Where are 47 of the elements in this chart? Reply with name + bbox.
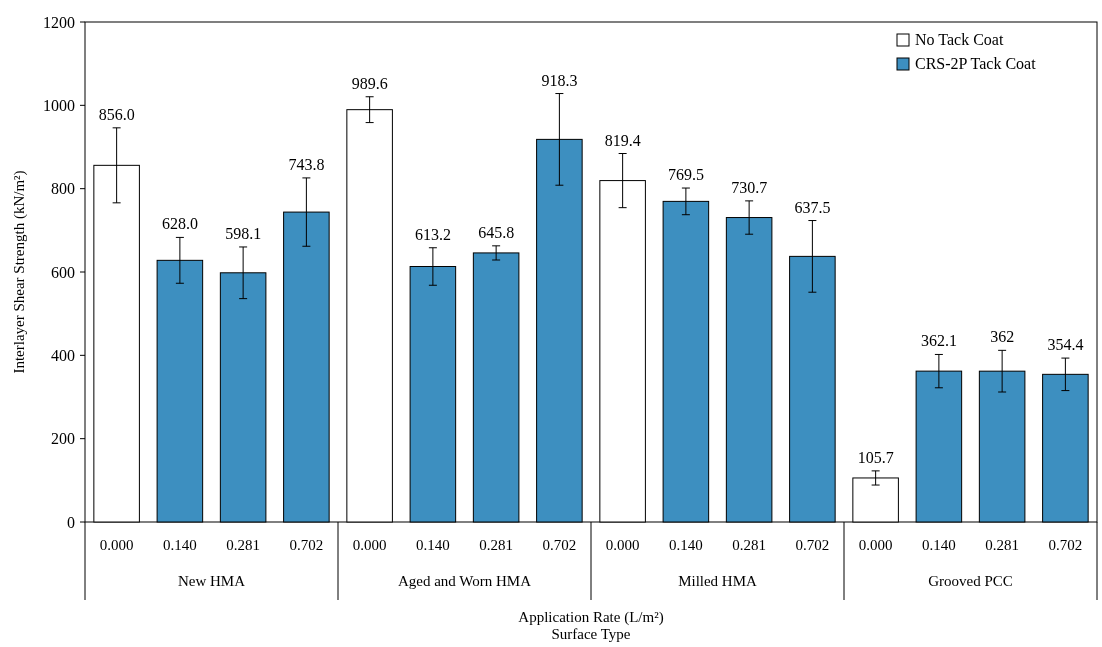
- x-tick-label: 0.702: [795, 537, 830, 553]
- data-label: 105.7: [857, 448, 894, 466]
- x-tick-label: 0.140: [922, 537, 956, 553]
- legend-label: CRS-2P Tack Coat: [915, 55, 1037, 72]
- x-tick-label: 0.281: [985, 537, 1019, 553]
- x-tick-label: 0.140: [669, 537, 703, 553]
- y-tick-label: 800: [51, 180, 75, 198]
- x-tick-label: 0.000: [352, 537, 387, 553]
- text: Milled HMA: [678, 573, 758, 589]
- data-label: 769.5: [667, 166, 704, 184]
- x-tick-label: 0.140: [163, 537, 197, 553]
- y-tick-label: 600: [51, 263, 75, 281]
- x-tick-label: 0.702: [289, 537, 324, 553]
- y-tick-label: 1200: [43, 13, 75, 31]
- data-label: 989.6: [351, 74, 388, 92]
- x-tick-label: 0.702: [542, 537, 577, 553]
- data-label: 362.1: [920, 332, 957, 350]
- y-tick-label: 0: [67, 513, 75, 531]
- x-tick-label: 0.000: [605, 537, 640, 553]
- data-label: 856.0: [98, 105, 135, 123]
- x-tick-label: 0.281: [226, 537, 260, 553]
- data-label: 362: [990, 328, 1015, 346]
- data-label: 598.1: [225, 224, 262, 242]
- data-label: 819.4: [604, 131, 641, 149]
- x-tick-label: 0.000: [99, 537, 134, 553]
- x-tick-label: 0.281: [732, 537, 766, 553]
- x-tick-label: 0.702: [1048, 537, 1083, 553]
- text: Grooved PCC: [928, 573, 1013, 589]
- text: Aged and Worn HMA: [397, 573, 532, 589]
- x-tick-label: 0.000: [858, 537, 893, 553]
- x-tick-label: 0.140: [416, 537, 450, 553]
- data-label: 628.0: [161, 215, 198, 233]
- y-tick-label: 400: [51, 346, 75, 364]
- data-label: 637.5: [794, 198, 831, 216]
- data-label: 743.8: [288, 155, 325, 173]
- data-label: 613.2: [414, 225, 451, 243]
- data-label: 645.8: [478, 223, 515, 241]
- x-axis-title: Application Rate (L/m²) Surface Type: [518, 609, 664, 642]
- y-tick-label: 1000: [43, 96, 75, 114]
- y-tick-label: 200: [51, 430, 75, 448]
- data-label: 354.4: [1047, 336, 1084, 354]
- legend-label: No Tack Coat: [915, 31, 1004, 48]
- x-tick-label: 0.281: [479, 537, 513, 553]
- text: New HMA: [177, 573, 246, 589]
- y-axis-title: Interlayer Shear Strength (kN/m²): [11, 170, 28, 374]
- data-label: 730.7: [731, 178, 768, 196]
- data-label: 918.3: [541, 71, 578, 89]
